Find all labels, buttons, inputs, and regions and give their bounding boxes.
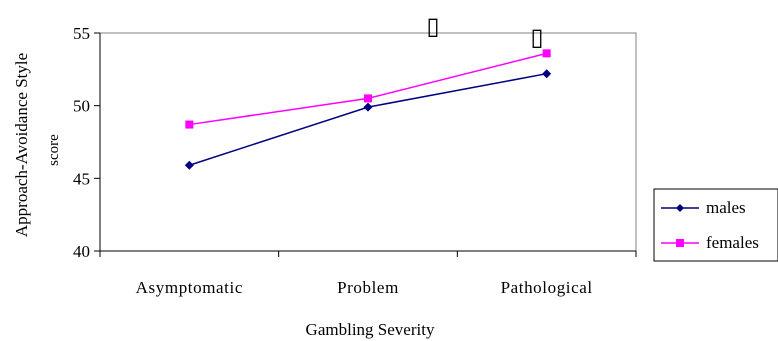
x-axis-title: Gambling Severity <box>306 320 435 339</box>
data-point-females <box>364 94 372 103</box>
legend: males females <box>653 188 778 262</box>
legend-box <box>653 188 778 262</box>
x-ticks: Asymptomatic Problem Pathological <box>99 251 637 297</box>
legend-label-males: males <box>706 198 746 217</box>
x-tick-label: Pathological <box>501 278 593 297</box>
series-layer <box>184 49 552 170</box>
glyph-box-2: ▯ <box>530 25 543 51</box>
data-point-females <box>185 120 194 129</box>
y-ticks: 40 45 50 55 <box>73 24 100 261</box>
x-tick-label: Asymptomatic <box>136 278 243 297</box>
y-tick-label: 40 <box>73 242 90 261</box>
data-point-males <box>363 102 373 112</box>
y-axis-title: Approach-Avoidance Style <box>12 53 31 237</box>
y-tick-label: 55 <box>73 24 90 43</box>
data-point-males <box>184 160 194 170</box>
y-tick-label: 45 <box>73 169 90 188</box>
y-axis-title-score: score <box>46 134 62 166</box>
glyph-box-1: ▯ <box>426 14 439 40</box>
legend-marker-females <box>676 239 684 247</box>
data-point-males <box>542 69 552 79</box>
legend-label-females: females <box>706 233 759 252</box>
y-tick-label: 50 <box>73 97 90 116</box>
legend-marker-males <box>676 204 684 212</box>
x-tick-label: Problem <box>337 278 399 297</box>
plot-area <box>99 32 637 252</box>
data-point-females <box>542 49 551 58</box>
